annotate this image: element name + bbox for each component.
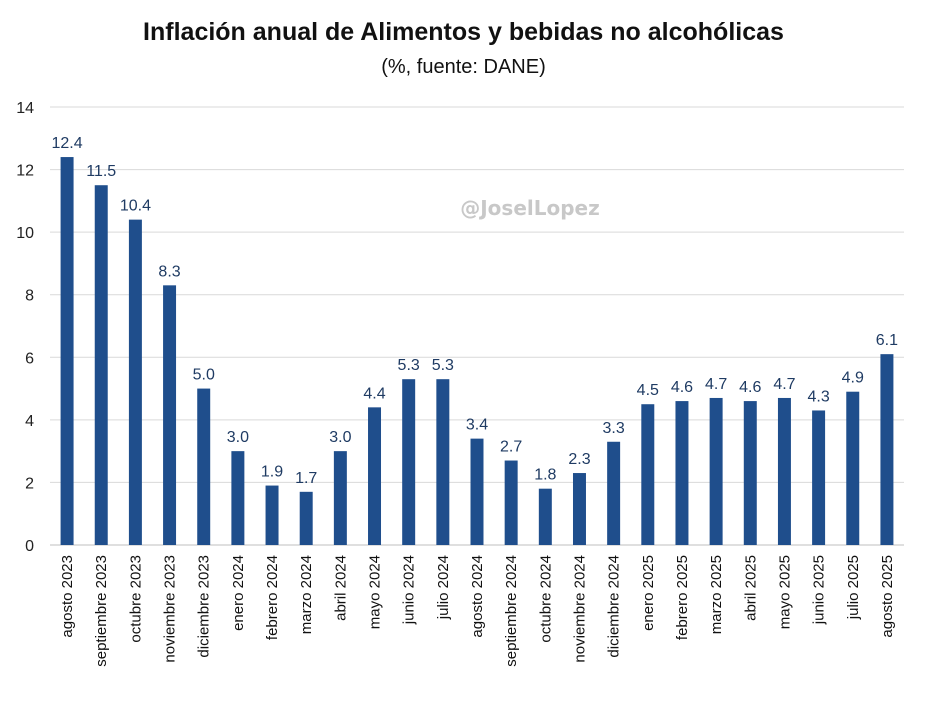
data-label: 4.6	[739, 379, 761, 396]
data-label: 5.3	[432, 357, 454, 374]
x-tick-label: julio 2025	[845, 555, 862, 620]
x-tick-label: mayo 2024	[367, 555, 384, 629]
data-label: 4.5	[637, 382, 659, 399]
data-label: 12.4	[52, 135, 83, 152]
bar	[60, 157, 74, 546]
x-tick-label: febrero 2024	[264, 555, 281, 640]
y-tick-label: 12	[16, 163, 34, 180]
data-label: 5.3	[398, 357, 420, 374]
bar	[607, 441, 621, 545]
bar	[94, 185, 108, 545]
y-tick-label: 0	[25, 538, 34, 555]
bar	[402, 379, 416, 545]
data-label: 4.7	[705, 376, 727, 393]
y-tick-label: 8	[25, 288, 34, 305]
data-label: 4.4	[363, 385, 385, 402]
x-tick-label: marzo 2025	[708, 555, 725, 634]
x-tick-label: junio 2025	[811, 555, 828, 625]
bar	[299, 491, 313, 545]
data-label: 8.3	[158, 263, 180, 280]
bar	[265, 485, 279, 545]
data-label: 4.6	[671, 379, 693, 396]
bar	[504, 460, 518, 545]
bars	[60, 157, 894, 546]
bar	[436, 379, 450, 545]
x-tick-label: agosto 2024	[469, 555, 486, 638]
x-tick-label: mayo 2025	[776, 555, 793, 629]
x-tick-label: octubre 2023	[127, 555, 144, 643]
bar	[641, 404, 655, 545]
bar	[675, 401, 689, 545]
x-tick-label: diciembre 2023	[196, 555, 213, 658]
data-label: 4.9	[842, 370, 864, 387]
bar	[538, 488, 552, 545]
watermark-text: @JoselLopez	[460, 196, 600, 220]
bar	[709, 397, 723, 545]
data-label: 2.3	[568, 451, 590, 468]
x-tick-label: julio 2024	[435, 555, 452, 620]
bar	[880, 354, 894, 545]
data-label: 4.7	[773, 376, 795, 393]
bar	[163, 285, 177, 545]
data-label: 5.0	[193, 367, 215, 384]
x-tick-label: noviembre 2023	[162, 555, 179, 663]
y-tick-label: 2	[25, 475, 34, 492]
data-labels: 12.411.5 10.4 8.3 5.0 3.0 1.9 1.7 3.0 4.4 5.3 5.3 3…	[52, 135, 899, 487]
data-label: 3.0	[227, 429, 249, 446]
y-tick-label: 6	[25, 350, 34, 367]
chart-subtitle: (%, fuente: DANE)	[381, 56, 546, 78]
x-tick-label: noviembre 2024	[571, 555, 588, 663]
data-label: 3.4	[466, 417, 488, 434]
y-tick-label: 10	[16, 225, 34, 242]
chart-title: Inflación anual de Alimentos y bebidas n…	[143, 18, 784, 46]
x-tick-label: marzo 2024	[298, 555, 315, 634]
bar	[572, 473, 586, 545]
x-tick-label: abril 2025	[742, 555, 759, 621]
bar	[128, 219, 142, 545]
bar	[743, 401, 757, 545]
bar	[777, 397, 791, 545]
x-tick-label: diciembre 2024	[606, 555, 623, 658]
x-tick-label: agosto 2025	[879, 555, 896, 638]
x-tick-label: septiembre 2024	[503, 555, 520, 667]
bar	[470, 438, 484, 545]
bar	[368, 407, 382, 545]
bar	[197, 388, 211, 545]
x-tick-label: abril 2024	[332, 555, 349, 621]
y-tick-label: 14	[16, 100, 34, 117]
x-tick-label: septiembre 2023	[93, 555, 110, 667]
data-label: 10.4	[120, 198, 151, 215]
data-label: 6.1	[876, 332, 898, 349]
data-label: 1.7	[295, 470, 317, 487]
y-tick-label: 4	[25, 413, 34, 430]
x-tick-label: enero 2025	[640, 555, 657, 631]
data-label: 4.3	[807, 388, 829, 405]
data-label: 3.0	[329, 429, 351, 446]
y-axis-ticks: 0 2 4 6 8 10 12 14	[16, 100, 34, 555]
data-label: 11.5	[86, 163, 116, 180]
bar	[231, 451, 245, 545]
data-label: 2.7	[500, 439, 522, 456]
x-tick-label: enero 2024	[230, 555, 247, 631]
data-label: 3.3	[603, 420, 625, 437]
bar	[333, 451, 347, 545]
data-label: 1.9	[261, 464, 283, 481]
x-tick-label: agosto 2023	[59, 555, 76, 638]
data-label: 1.8	[534, 467, 556, 484]
x-tick-label: junio 2024	[401, 555, 418, 625]
bar	[812, 410, 826, 545]
x-tick-label: febrero 2025	[674, 555, 691, 640]
x-tick-label: octubre 2024	[537, 555, 554, 643]
bar	[846, 391, 860, 545]
x-axis-ticks: agosto 2023 septiembre 2023 octubre 2023 no…	[59, 555, 896, 667]
